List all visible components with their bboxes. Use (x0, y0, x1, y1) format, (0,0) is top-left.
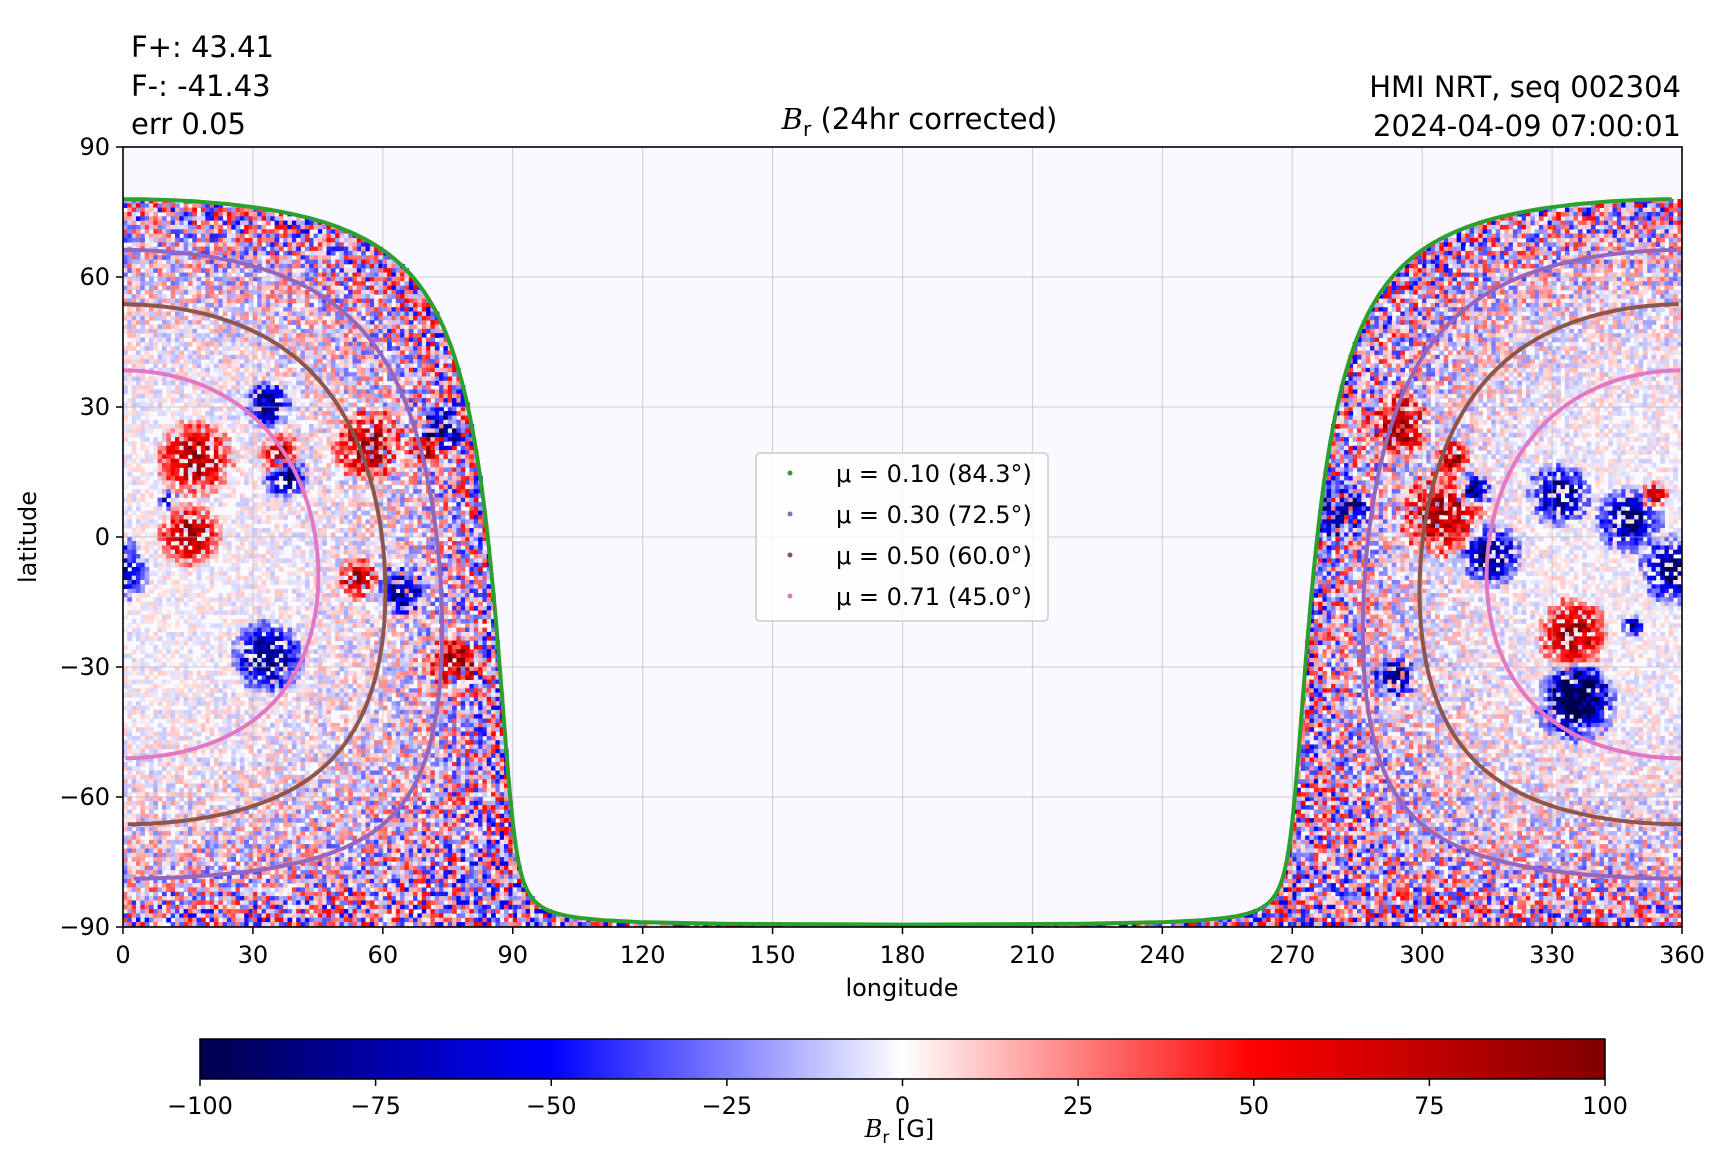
x-tick-label: 300 (1399, 941, 1445, 969)
legend: μ = 0.10 (84.3°) μ = 0.30 (72.5°) μ = 0.50… (755, 452, 1049, 622)
colorbar-label-subscript: r (882, 1127, 889, 1147)
error-label: err 0.05 (131, 105, 274, 144)
title-text: (24hr corrected) (811, 102, 1058, 136)
x-tick-label: 120 (620, 941, 666, 969)
contour-line (123, 247, 1682, 881)
mu-contours (123, 197, 1682, 927)
flux-negative-label: F-: -41.43 (131, 67, 274, 106)
colorbar-tick-label: −100 (167, 1092, 233, 1120)
timestamp-label: 2024-04-09 07:00:01 (1369, 107, 1681, 146)
x-tick-label: 330 (1529, 941, 1575, 969)
colorbar-label: Br [G] (0, 1115, 1728, 1147)
contour-line (123, 197, 1672, 927)
contour-line (123, 368, 1682, 761)
x-tick-label: 0 (115, 941, 130, 969)
title-subscript: r (803, 117, 811, 141)
contour-line (123, 302, 1682, 827)
x-tick-label: 180 (880, 941, 926, 969)
chart-title: Br (24hr corrected) (0, 102, 1728, 141)
observation-meta: HMI NRT, seq 002304 2024-04-09 07:00:01 (1369, 68, 1681, 145)
legend-marker (787, 593, 793, 599)
colorbar-tick-label: −50 (526, 1092, 577, 1120)
magnetogram-field (123, 199, 1682, 927)
legend-marker (787, 552, 793, 558)
legend-label: μ = 0.50 (60.0°) (836, 542, 1032, 570)
x-axis-ticks: 0 30 60 90 120 150 180 210 240 270 300 330 360 (115, 927, 1705, 969)
legend-marker (787, 470, 793, 476)
y-tick-label: 30 (79, 393, 110, 421)
y-tick-label: 60 (79, 263, 110, 291)
x-axis-label: longitude (845, 974, 958, 1002)
flux-positive-label: F+: 43.41 (131, 28, 274, 67)
colorbar-tick-label: 100 (1582, 1092, 1628, 1120)
legend-label: μ = 0.71 (45.0°) (836, 583, 1032, 611)
x-tick-label: 210 (1010, 941, 1056, 969)
colorbar-tick-label: 25 (1063, 1092, 1094, 1120)
y-tick-label: −90 (59, 913, 110, 941)
colorbar (199, 1038, 1606, 1080)
colorbar-tick-label: 50 (1238, 1092, 1269, 1120)
y-tick-label: −30 (59, 653, 110, 681)
colorbar-ticks: −100 −75 −50 −25 0 25 50 75 100 (167, 1079, 1628, 1120)
legend-label: μ = 0.30 (72.5°) (836, 501, 1032, 529)
y-tick-label: −60 (59, 783, 110, 811)
colorbar-label-symbol: B (865, 1115, 883, 1143)
legend-box (755, 452, 1049, 622)
colorbar-label-text: [G] (889, 1115, 934, 1143)
legend-label: μ = 0.10 (84.3°) (836, 460, 1032, 488)
y-tick-label: 90 (79, 133, 110, 161)
title-symbol: B (782, 102, 803, 136)
x-tick-label: 360 (1659, 941, 1705, 969)
flux-stats: F+: 43.41 F-: -41.43 err 0.05 (131, 28, 274, 144)
y-axis-label: latitude (14, 491, 42, 583)
x-tick-label: 240 (1139, 941, 1185, 969)
x-tick-label: 60 (368, 941, 399, 969)
x-tick-label: 150 (750, 941, 796, 969)
legend-marker (787, 511, 793, 517)
colorbar-tick-label: 75 (1414, 1092, 1445, 1120)
y-tick-label: 0 (95, 523, 110, 551)
y-axis-ticks: −90 −60 −30 0 30 60 90 (59, 133, 123, 941)
x-tick-label: 270 (1269, 941, 1315, 969)
source-label: HMI NRT, seq 002304 (1369, 68, 1681, 107)
x-tick-label: 90 (497, 941, 528, 969)
x-tick-label: 30 (238, 941, 269, 969)
colorbar-tick-label: 0 (895, 1092, 910, 1120)
colorbar-tick-label: −25 (702, 1092, 753, 1120)
colorbar-tick-label: −75 (350, 1092, 401, 1120)
